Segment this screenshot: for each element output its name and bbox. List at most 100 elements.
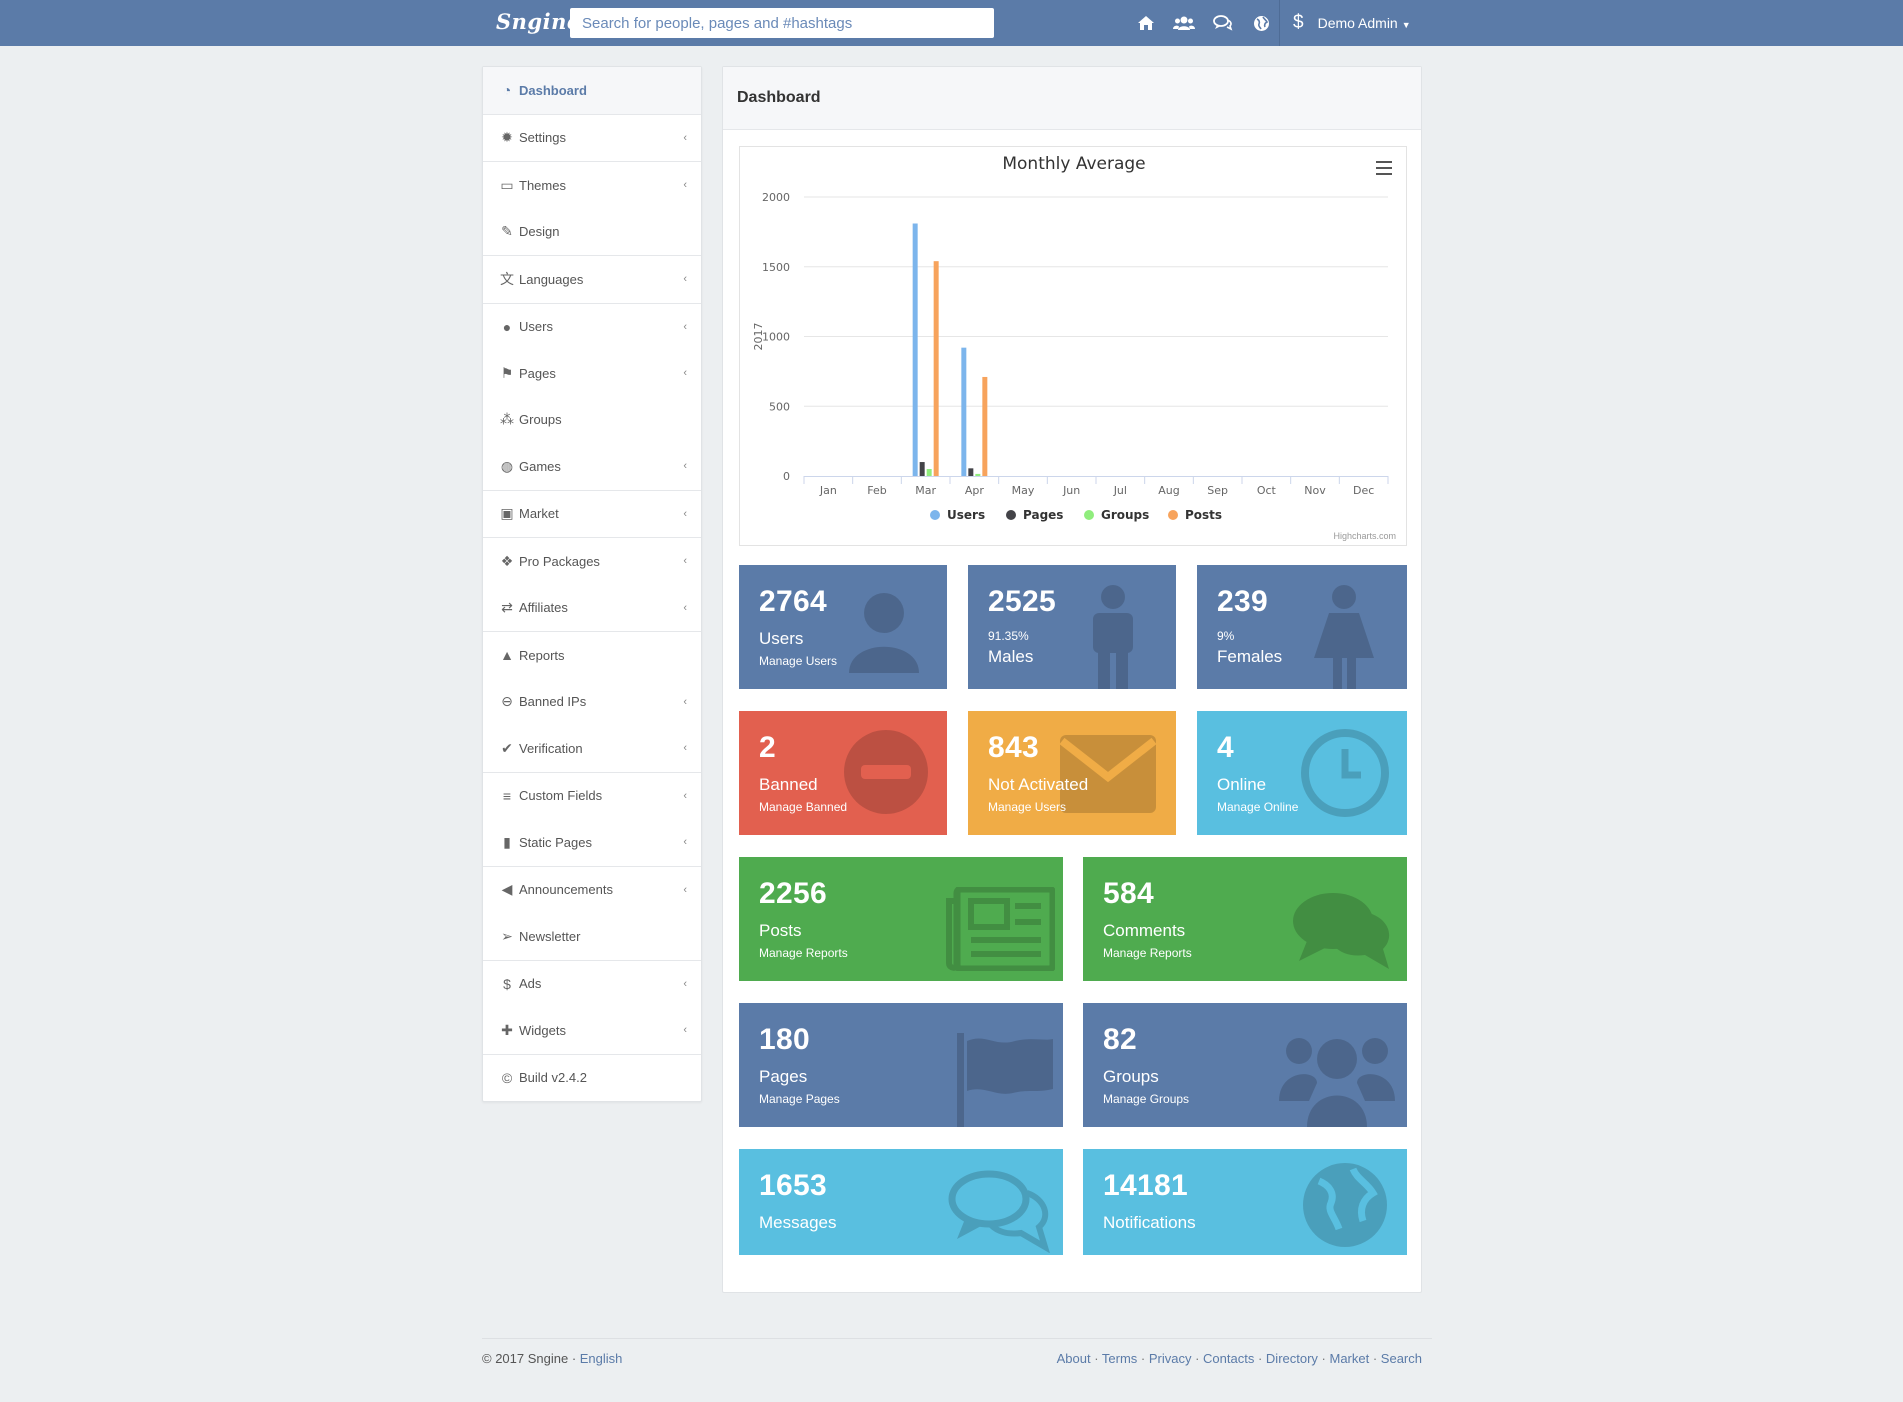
tile-sub-link[interactable]: Manage Users bbox=[988, 800, 1067, 814]
tile-label: Not Activated bbox=[988, 775, 1089, 794]
bar-groups-apr[interactable] bbox=[975, 473, 981, 476]
exchange-icon: ⇄ bbox=[501, 599, 513, 616]
sidebar-item-widgets[interactable]: ✚ Widgets ‹ bbox=[483, 1007, 701, 1054]
bar-pages-mar[interactable] bbox=[919, 462, 925, 476]
dollar-icon[interactable]: $ bbox=[1293, 12, 1304, 33]
tile-online[interactable]: 4 Online Manage Online bbox=[1197, 711, 1407, 835]
tile-males[interactable]: 2525 91.35% Males bbox=[968, 565, 1176, 689]
tile-comments[interactable]: 584 Comments Manage Reports bbox=[1083, 857, 1407, 981]
tile-sub-link[interactable]: Manage Online bbox=[1217, 800, 1299, 814]
user-icon: ● bbox=[502, 318, 512, 335]
sidebar-item-ads[interactable]: $ Ads ‹ bbox=[483, 961, 701, 1008]
globe-icon[interactable] bbox=[1250, 12, 1272, 34]
tile-females[interactable]: 239 9% Females bbox=[1197, 565, 1407, 689]
tile-sub-link[interactable]: Manage Users bbox=[759, 654, 838, 668]
tile-users[interactable]: 2764 Users Manage Users bbox=[739, 565, 947, 689]
legend-item-users[interactable]: Users bbox=[930, 508, 985, 522]
group-icon: ⁂ bbox=[500, 411, 514, 428]
sidebar-group: ≡ Custom Fields ‹ ▮ Static Pages ‹ bbox=[483, 773, 701, 867]
sidebar-item-verification[interactable]: ✔ Verification ‹ bbox=[483, 725, 701, 772]
tile-messages[interactable]: 1653 Messages bbox=[739, 1149, 1063, 1255]
bar-posts-apr[interactable] bbox=[982, 376, 988, 476]
envelope-icon bbox=[1058, 729, 1158, 820]
sidebar-item-games[interactable]: ◍ Games ‹ bbox=[483, 443, 701, 490]
y-tick-label: 1000 bbox=[762, 331, 790, 344]
language-link[interactable]: English bbox=[579, 1351, 623, 1366]
tile-value: 14181 bbox=[1103, 1169, 1188, 1202]
chevron-left-icon: ‹ bbox=[683, 367, 687, 380]
sidebar-item-pages[interactable]: ⚑ Pages ‹ bbox=[483, 350, 701, 397]
bar-pages-apr[interactable] bbox=[968, 468, 974, 476]
sidebar-item-groups[interactable]: ⁂ Groups bbox=[483, 397, 701, 444]
sidebar-item-themes[interactable]: ▭ Themes ‹ bbox=[483, 162, 701, 209]
chart-credit[interactable]: Highcharts.com bbox=[1333, 531, 1396, 541]
footer-link-market[interactable]: Market bbox=[1329, 1351, 1370, 1366]
search-input[interactable] bbox=[570, 8, 994, 38]
footer-link-contacts[interactable]: Contacts bbox=[1203, 1351, 1255, 1366]
user-menu[interactable]: $ Demo Admin ▼ bbox=[1293, 12, 1411, 34]
sidebar-item-banned-ips[interactable]: ⊖ Banned IPs ‹ bbox=[483, 679, 701, 726]
footer-links: About · Terms · Privacy · Contacts · Dir… bbox=[1056, 1351, 1422, 1366]
tile-not-activated[interactable]: 843 Not Activated Manage Users bbox=[968, 711, 1176, 835]
sidebar-item-pro-packages[interactable]: ❖ Pro Packages ‹ bbox=[483, 538, 701, 585]
chevron-left-icon: ‹ bbox=[683, 460, 687, 473]
x-tick-label: Feb bbox=[867, 484, 886, 497]
sidebar-group: ◔ Dashboard bbox=[483, 67, 701, 115]
footer-link-terms[interactable]: Terms bbox=[1101, 1351, 1138, 1366]
y-axis-label: 2017 bbox=[752, 323, 765, 351]
sidebar-item-label: Themes bbox=[519, 177, 566, 193]
legend-item-posts[interactable]: Posts bbox=[1168, 508, 1222, 522]
bar-groups-mar[interactable] bbox=[926, 469, 932, 476]
messages-icon[interactable] bbox=[1212, 12, 1234, 34]
caret-down-icon: ▼ bbox=[1401, 20, 1411, 30]
home-icon[interactable] bbox=[1135, 12, 1157, 34]
chart-menu-icon[interactable] bbox=[1374, 159, 1394, 177]
footer-link-directory[interactable]: Directory bbox=[1265, 1351, 1318, 1366]
tile-sub-link[interactable]: Manage Groups bbox=[1103, 1092, 1190, 1106]
bar-users-mar[interactable] bbox=[912, 223, 918, 476]
sidebar-item-languages[interactable]: 文 Languages ‹ bbox=[483, 256, 701, 303]
sidebar-item-announcements[interactable]: ◀ Announcements ‹ bbox=[483, 867, 701, 914]
sidebar-item-users[interactable]: ● Users ‹ bbox=[483, 304, 701, 351]
sidebar-item-label: Pro Packages bbox=[519, 553, 600, 569]
sidebar-item-build-v2-4-2[interactable]: © Build v2.4.2 bbox=[483, 1055, 701, 1102]
tile-sub-link[interactable]: Manage Pages bbox=[759, 1092, 840, 1106]
tile-sub-link[interactable]: Manage Banned bbox=[759, 800, 848, 814]
sidebar-item-market[interactable]: ▣ Market ‹ bbox=[483, 491, 701, 538]
y-tick-label: 500 bbox=[769, 400, 790, 413]
tile-posts[interactable]: 2256 Posts Manage Reports bbox=[739, 857, 1063, 981]
tile-value: 4 bbox=[1217, 731, 1234, 764]
sidebar-item-settings[interactable]: ✹ Settings ‹ bbox=[483, 115, 701, 162]
tile-notifications[interactable]: 14181 Notifications bbox=[1083, 1149, 1407, 1255]
footer-link-privacy[interactable]: Privacy bbox=[1148, 1351, 1192, 1366]
legend-item-groups[interactable]: Groups bbox=[1084, 508, 1149, 522]
sidebar-item-custom-fields[interactable]: ≡ Custom Fields ‹ bbox=[483, 773, 701, 820]
bar-posts-mar[interactable] bbox=[933, 261, 939, 476]
sidebar-item-newsletter[interactable]: ➢ Newsletter bbox=[483, 913, 701, 960]
brand-logo[interactable]: Sngine bbox=[496, 9, 581, 34]
tile-sub-link[interactable]: Manage Reports bbox=[759, 946, 848, 960]
sidebar-item-reports[interactable]: ▲ Reports bbox=[483, 632, 701, 679]
tile-sub-link[interactable]: Manage Reports bbox=[1103, 946, 1192, 960]
legend-item-pages[interactable]: Pages bbox=[1006, 508, 1063, 522]
sidebar-item-design[interactable]: ✎ Design bbox=[483, 209, 701, 256]
tile-pages[interactable]: 180 Pages Manage Pages bbox=[739, 1003, 1063, 1127]
sidebar-group: ◀ Announcements ‹ ➢ Newsletter bbox=[483, 867, 701, 961]
sidebar-item-label: Ads bbox=[519, 976, 542, 992]
tile-banned[interactable]: 2 Banned Manage Banned bbox=[739, 711, 947, 835]
gamepad-icon: ◍ bbox=[500, 457, 514, 474]
legend-label: Posts bbox=[1185, 508, 1222, 522]
bar-users-apr[interactable] bbox=[961, 347, 967, 476]
x-tick-label: Jun bbox=[1062, 484, 1080, 497]
sidebar-item-dashboard[interactable]: ◔ Dashboard bbox=[483, 67, 701, 114]
tile-groups[interactable]: 82 Groups Manage Groups bbox=[1083, 1003, 1407, 1127]
tile-value: 2525 bbox=[988, 585, 1056, 618]
tile-label: Females bbox=[1217, 647, 1283, 666]
sidebar-item-static-pages[interactable]: ▮ Static Pages ‹ bbox=[483, 819, 701, 866]
footer-link-search[interactable]: Search bbox=[1380, 1351, 1422, 1366]
friends-icon[interactable] bbox=[1173, 12, 1195, 34]
sidebar-group: ● Users ‹ ⚑ Pages ‹ ⁂ Groups ◍ Games ‹ bbox=[483, 304, 701, 491]
chevron-left-icon: ‹ bbox=[683, 507, 687, 520]
footer-link-about[interactable]: About bbox=[1056, 1351, 1091, 1366]
sidebar-item-affiliates[interactable]: ⇄ Affiliates ‹ bbox=[483, 585, 701, 632]
